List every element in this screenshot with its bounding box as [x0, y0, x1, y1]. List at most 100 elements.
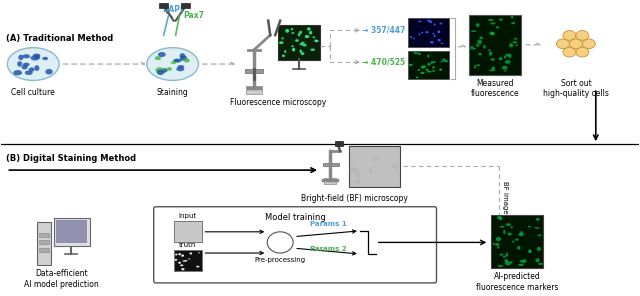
FancyBboxPatch shape	[323, 163, 339, 166]
Ellipse shape	[301, 42, 305, 44]
Ellipse shape	[427, 71, 431, 73]
Text: Ground
truth: Ground truth	[175, 235, 200, 248]
Ellipse shape	[497, 216, 502, 219]
FancyBboxPatch shape	[154, 207, 436, 283]
Ellipse shape	[22, 54, 30, 58]
Ellipse shape	[355, 180, 361, 184]
Ellipse shape	[500, 226, 504, 228]
Text: Measured
fluorescence: Measured fluorescence	[471, 78, 520, 98]
Ellipse shape	[563, 31, 576, 40]
Ellipse shape	[314, 40, 319, 42]
Ellipse shape	[576, 47, 589, 57]
Ellipse shape	[505, 261, 511, 266]
Ellipse shape	[444, 60, 449, 62]
Ellipse shape	[442, 59, 445, 61]
Text: BF images: BF images	[502, 181, 508, 217]
Ellipse shape	[189, 252, 192, 255]
Text: Input: Input	[179, 213, 196, 219]
FancyBboxPatch shape	[39, 233, 49, 237]
Text: Params 1: Params 1	[310, 221, 347, 227]
Ellipse shape	[23, 63, 29, 66]
Text: DAPI: DAPI	[163, 5, 184, 14]
Ellipse shape	[511, 226, 513, 228]
Ellipse shape	[496, 26, 499, 28]
Ellipse shape	[310, 49, 315, 51]
Ellipse shape	[181, 268, 184, 270]
Text: Params 2: Params 2	[310, 246, 347, 252]
Ellipse shape	[35, 65, 40, 71]
Text: Staining: Staining	[157, 88, 189, 97]
Ellipse shape	[31, 55, 39, 61]
Ellipse shape	[489, 70, 495, 71]
Ellipse shape	[188, 258, 190, 260]
Ellipse shape	[421, 32, 423, 33]
Ellipse shape	[161, 68, 168, 73]
Ellipse shape	[506, 54, 511, 57]
Ellipse shape	[582, 39, 595, 49]
Ellipse shape	[428, 54, 429, 58]
Ellipse shape	[433, 35, 436, 37]
Ellipse shape	[495, 243, 499, 246]
Ellipse shape	[301, 52, 305, 55]
FancyBboxPatch shape	[278, 25, 321, 60]
Ellipse shape	[410, 36, 412, 38]
Ellipse shape	[538, 234, 541, 236]
Ellipse shape	[181, 255, 184, 257]
Ellipse shape	[298, 33, 300, 36]
Ellipse shape	[25, 70, 33, 75]
Ellipse shape	[291, 28, 293, 30]
Ellipse shape	[417, 69, 420, 71]
Ellipse shape	[499, 18, 503, 21]
Ellipse shape	[356, 172, 360, 178]
FancyBboxPatch shape	[324, 178, 336, 184]
Ellipse shape	[476, 64, 480, 66]
Ellipse shape	[440, 43, 444, 44]
Ellipse shape	[518, 264, 524, 266]
Ellipse shape	[8, 48, 59, 81]
Text: → 357/447 nm: → 357/447 nm	[362, 26, 421, 35]
FancyBboxPatch shape	[246, 86, 262, 94]
Ellipse shape	[479, 36, 483, 39]
FancyBboxPatch shape	[159, 3, 168, 8]
Ellipse shape	[520, 260, 524, 263]
Text: Fluorescence microscopy: Fluorescence microscopy	[230, 98, 326, 107]
FancyBboxPatch shape	[39, 248, 49, 252]
Ellipse shape	[431, 62, 433, 64]
Ellipse shape	[478, 53, 482, 55]
Ellipse shape	[426, 31, 429, 33]
Ellipse shape	[503, 230, 506, 234]
Ellipse shape	[175, 254, 177, 255]
Ellipse shape	[182, 260, 186, 262]
Ellipse shape	[22, 65, 28, 69]
Ellipse shape	[418, 53, 421, 55]
Ellipse shape	[299, 31, 302, 34]
Ellipse shape	[392, 163, 398, 169]
Text: Cell culture: Cell culture	[12, 88, 55, 97]
Text: Sort out
high-quality cells: Sort out high-quality cells	[543, 78, 609, 98]
Ellipse shape	[490, 22, 495, 25]
Ellipse shape	[563, 47, 576, 57]
Ellipse shape	[177, 65, 184, 68]
Ellipse shape	[430, 41, 434, 44]
Ellipse shape	[437, 39, 441, 41]
Ellipse shape	[470, 46, 474, 48]
Ellipse shape	[291, 32, 294, 34]
Ellipse shape	[536, 258, 540, 262]
Ellipse shape	[493, 243, 495, 245]
Ellipse shape	[178, 262, 181, 264]
FancyBboxPatch shape	[349, 146, 400, 187]
Ellipse shape	[180, 53, 185, 59]
FancyBboxPatch shape	[408, 18, 449, 47]
Ellipse shape	[158, 52, 166, 57]
Ellipse shape	[171, 61, 176, 64]
Ellipse shape	[196, 266, 200, 268]
Text: Bright-field (BF) microscopy: Bright-field (BF) microscopy	[301, 194, 408, 203]
Ellipse shape	[538, 263, 543, 265]
Ellipse shape	[537, 247, 541, 251]
Ellipse shape	[305, 35, 309, 38]
Text: (A) Traditional Method: (A) Traditional Method	[6, 33, 114, 43]
Ellipse shape	[496, 237, 501, 241]
Ellipse shape	[291, 45, 294, 47]
Ellipse shape	[19, 55, 24, 60]
Ellipse shape	[488, 19, 493, 21]
